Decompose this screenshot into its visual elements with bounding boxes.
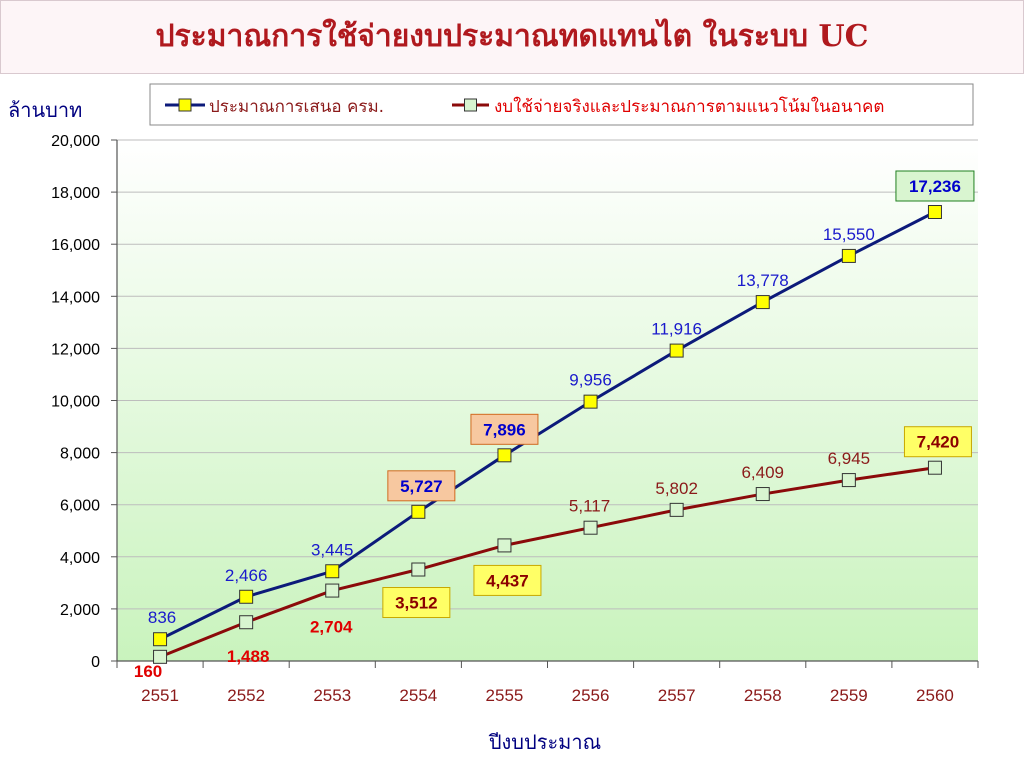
series-2-data-label: 4,437 xyxy=(486,571,529,590)
series-2-point xyxy=(755,487,770,502)
series-1-point xyxy=(669,343,684,358)
series-2-data-label: 7,420 xyxy=(917,433,960,452)
data-label-box xyxy=(382,587,451,619)
y-tick-label: 12,000 xyxy=(51,341,100,358)
series-1-point xyxy=(497,448,512,463)
legend-label: ประมาณการเสนอ ครม. xyxy=(209,97,384,117)
x-tick-label: 2551 xyxy=(141,686,179,705)
series-2-point xyxy=(153,649,168,664)
y-tick-label: 16,000 xyxy=(51,237,100,254)
series-1-data-label: 2,466 xyxy=(225,566,268,585)
data-label-box xyxy=(473,564,542,596)
chart-title: ประมาณการใช้จ่ายงบประมาณทดแทนไต ในระบบ U… xyxy=(155,19,869,54)
series-1-point xyxy=(153,632,168,647)
legend xyxy=(149,83,974,126)
legend-marker xyxy=(178,98,192,112)
series-1-data-label: 5,727 xyxy=(400,477,443,496)
x-tick-label: 2556 xyxy=(572,686,610,705)
x-tick-label: 2557 xyxy=(658,686,696,705)
legend-marker xyxy=(464,98,477,112)
series-1-data-label: 11,916 xyxy=(651,320,702,339)
series-1-data-label: 13,778 xyxy=(737,271,789,290)
x-tick-label: 2552 xyxy=(227,686,265,705)
series-1-data-label: 7,896 xyxy=(483,420,526,439)
y-tick-label: 20,000 xyxy=(51,133,100,150)
series-2-point xyxy=(583,520,598,535)
x-axis-title: ปีงบประมาณ xyxy=(489,730,602,754)
data-label-box xyxy=(470,413,539,445)
series-1-data-label: 3,445 xyxy=(311,540,354,559)
series-1-data-label: 836 xyxy=(148,608,176,627)
series-1-point xyxy=(841,248,856,263)
series-2-point xyxy=(411,562,426,577)
series-2-data-label: 5,117 xyxy=(569,497,610,516)
series-2-point xyxy=(325,583,340,598)
series-1-point xyxy=(325,564,340,579)
series-1-data-label: 9,956 xyxy=(569,371,612,390)
series-2-data-label: 5,802 xyxy=(655,479,698,498)
y-tick-label: 18,000 xyxy=(51,185,100,202)
series-2-data-label: 6,945 xyxy=(828,449,871,468)
series-1-point xyxy=(755,295,770,310)
series-2-data-label: 2,704 xyxy=(310,618,353,637)
series-1-data-label: 17,236 xyxy=(909,177,961,196)
data-label-box xyxy=(895,170,975,202)
legend-label: งบใช้จ่ายจริงและประมาณการตามแนวโน้มในอนา… xyxy=(494,96,884,117)
title-bar: ประมาณการใช้จ่ายงบประมาณทดแทนไต ในระบบ U… xyxy=(0,0,1024,74)
series-1-point xyxy=(239,589,254,604)
data-label-box xyxy=(387,470,456,502)
y-tick-label: 4,000 xyxy=(60,550,100,567)
series-2-point xyxy=(927,460,942,475)
series-1-line xyxy=(159,210,936,641)
series-2-point xyxy=(669,502,684,517)
series-1-point xyxy=(411,504,426,519)
x-tick-label: 2558 xyxy=(744,686,782,705)
series-2-point xyxy=(497,538,512,553)
series-2-data-label: 3,512 xyxy=(395,594,438,613)
x-tick-label: 2560 xyxy=(916,686,954,705)
series-2-data-label: 160 xyxy=(134,662,162,681)
x-tick-label: 2559 xyxy=(830,686,868,705)
data-label-box xyxy=(903,426,972,458)
series-2-data-label: 6,409 xyxy=(741,463,784,482)
y-tick-label: 8,000 xyxy=(60,446,100,463)
series-2-data-label: 1,488 xyxy=(227,647,270,666)
x-tick-label: 2554 xyxy=(399,686,437,705)
y-tick-label: 6,000 xyxy=(60,498,100,515)
y-tick-label: 0 xyxy=(91,654,100,671)
x-tick-label: 2553 xyxy=(313,686,351,705)
series-1-point xyxy=(927,205,942,220)
series-2-point xyxy=(239,615,254,630)
y-tick-label: 14,000 xyxy=(51,289,100,306)
series-1-data-label: 15,550 xyxy=(823,225,875,244)
y-tick-label: 2,000 xyxy=(60,602,100,619)
series-1-point xyxy=(583,394,598,409)
y-axis-title: ล้านบาท xyxy=(8,98,82,122)
series-2-point xyxy=(841,473,856,488)
y-tick-label: 10,000 xyxy=(51,394,100,411)
x-tick-label: 2555 xyxy=(486,686,524,705)
series-2-line xyxy=(159,466,936,659)
